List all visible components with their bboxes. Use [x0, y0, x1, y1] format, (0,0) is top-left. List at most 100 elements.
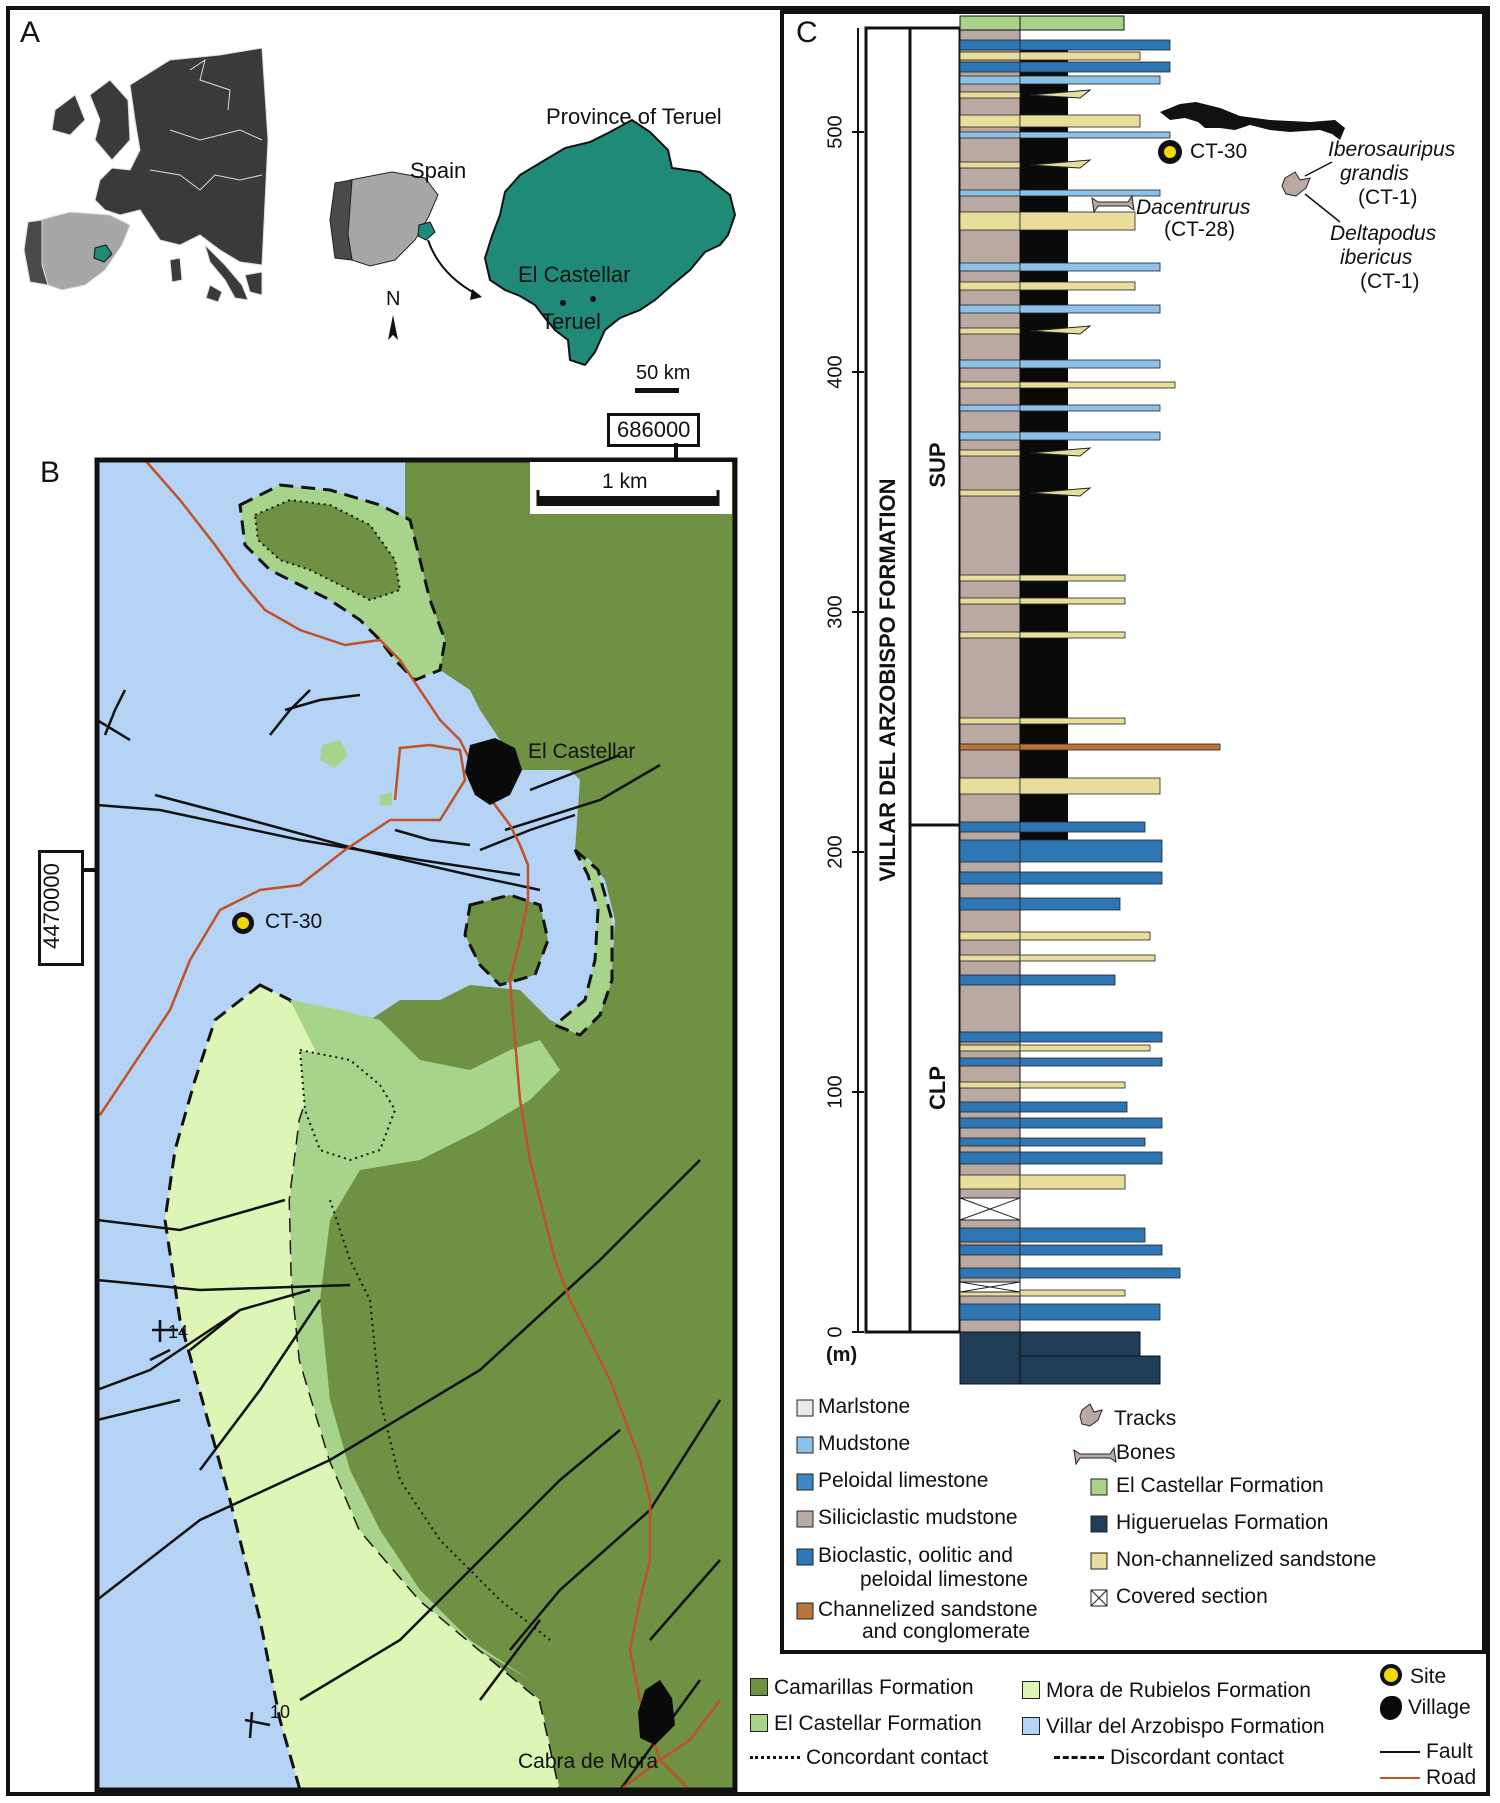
fault-line-icon: [1380, 1751, 1420, 1753]
lithology-bed: [959, 974, 1021, 986]
north-arrow-icon: [388, 315, 398, 340]
map-legend-concordant: Concordant contact: [750, 1746, 988, 1770]
camarillas-label: Camarillas Formation: [774, 1676, 974, 1699]
villar-swatch: [1022, 1717, 1040, 1735]
grain-size-bar: [1019, 897, 1121, 911]
map-legend-castellar: El Castellar Formation: [750, 1712, 982, 1736]
grain-size-bar: [1019, 1137, 1146, 1147]
grain-size-bar: [1019, 304, 1161, 314]
spain-label: Spain: [410, 158, 467, 183]
map-legend-villar: Villar del Arzobispo Formation: [1022, 1715, 1325, 1739]
legend-covered-section: Covered section: [1116, 1585, 1268, 1608]
iberosauripus-label-2: grandis: [1340, 162, 1409, 185]
lithology-bed: [959, 61, 1021, 73]
covered-section-cross: [959, 1197, 1021, 1221]
map-legend-mora: Mora de Rubielos Formation: [1022, 1679, 1311, 1703]
stratigraphic-column: [780, 10, 1486, 1654]
village-label: Village: [1408, 1696, 1471, 1719]
lithology-bed: [959, 631, 1021, 639]
village-cabra-icon: [638, 1680, 675, 1745]
dacentrurus-site-label: (CT-28): [1164, 218, 1236, 241]
lithology-bed: [959, 51, 1021, 61]
map-legend-discordant: Discordant contact: [1054, 1746, 1284, 1770]
grain-size-bar: [1019, 1244, 1163, 1256]
lithology-bed: [959, 1101, 1021, 1113]
scale-bar-b: [538, 496, 718, 506]
grain-size-bar: [1019, 262, 1161, 272]
lithology-bed: [959, 1137, 1021, 1147]
concordant-label: Concordant contact: [806, 1746, 989, 1769]
axis-tick-label: 500: [824, 115, 847, 149]
legend-bones: Bones: [1116, 1441, 1176, 1464]
teruel-medium: [417, 221, 436, 241]
track-icon: [1281, 171, 1311, 197]
deltapodus-label-1: Deltapodus: [1330, 222, 1437, 245]
lithology-bed: [959, 574, 1021, 582]
map-legend-fault: Fault: [1380, 1740, 1473, 1764]
europe-map: [51, 47, 269, 303]
province-of-teruel-label: Province of Teruel: [546, 104, 722, 129]
grain-size-bar: [1019, 281, 1136, 291]
site-icon: [1380, 1664, 1402, 1686]
castellar-swatch: [750, 1714, 768, 1732]
castellar-band-river: [552, 848, 614, 1037]
grain-size-bar: [1019, 631, 1126, 639]
lithology-bed: [959, 262, 1021, 272]
grain-size-bar: [1019, 51, 1141, 61]
legend-siliciclastic: Siliciclastic mudstone: [818, 1506, 1018, 1529]
el-castellar-map-a-label: El Castellar: [518, 262, 631, 287]
teruel-small: [93, 244, 113, 263]
strata-bars: [959, 39, 1221, 1321]
mora-swatch: [1022, 1681, 1040, 1699]
grain-size-bar: [1019, 1117, 1163, 1129]
dip-symbol-14: [152, 1320, 178, 1342]
road-line: [144, 460, 691, 1790]
grain-size-bar: [1019, 1151, 1163, 1165]
sand-lens: [1029, 89, 1092, 99]
lithology-bed: [959, 1267, 1021, 1279]
village-castellar-label: El Castellar: [528, 740, 636, 763]
grain-size-bar: [1019, 381, 1176, 389]
discordant-label: Discordant contact: [1110, 1746, 1284, 1769]
lithology-bed: [959, 717, 1021, 725]
lithology-bed: [959, 91, 1021, 99]
figure-frame: [6, 6, 1490, 1796]
legend-nonchannelized: Non-channelized sandstone: [1116, 1548, 1377, 1571]
lithology-bed: [959, 189, 1021, 197]
grain-size-bar: [1019, 1289, 1126, 1297]
grain-size-bar: [1019, 1044, 1151, 1052]
grain-size-bar: [1019, 574, 1126, 582]
legend-bioclastic-1: Bioclastic, oolitic and: [818, 1544, 1013, 1567]
village-icon: [1380, 1696, 1402, 1720]
camarillas-island: [463, 893, 550, 987]
site-label: Site: [1410, 1665, 1447, 1688]
lithology-bed: [959, 327, 1021, 335]
axis-tick-label: 300: [824, 595, 847, 629]
camarillas-formation-area: [290, 460, 735, 1790]
lithology-bed: [959, 897, 1021, 911]
grain-size-bar: [1019, 1031, 1163, 1043]
lithology-bed: [959, 304, 1021, 314]
castellar-top-unit: [959, 15, 1021, 31]
formation-label: VILLAR DEL ARZOBISPO FORMATION: [875, 478, 900, 882]
grain-size-bar: [1019, 1227, 1146, 1243]
grain-size-bar: [1019, 1267, 1181, 1279]
lithology-bed: [959, 1227, 1021, 1243]
panel-b-letter: B: [40, 456, 61, 489]
deltapodus-site-label: (CT-1): [1360, 270, 1420, 293]
lithology-bed: [959, 931, 1021, 941]
grain-size-bar: [1019, 189, 1161, 197]
castellar-inner-patch: [298, 1048, 397, 1162]
teruel-label: Teruel: [541, 309, 601, 334]
camarillas-swatch: [750, 1678, 768, 1696]
grain-size-bar: [1019, 931, 1151, 941]
grain-size-bar: [1019, 1303, 1161, 1321]
dip-symbol-10: [244, 1711, 271, 1739]
grain-size-bar: [1019, 717, 1126, 725]
grain-size-bar: [1019, 359, 1161, 369]
grain-size-bar: [1019, 404, 1161, 412]
lithology-bed: [959, 489, 1021, 497]
grain-size-bar: [1019, 431, 1161, 441]
geologic-map: [78, 443, 738, 1793]
lithology-bed: [959, 404, 1021, 412]
